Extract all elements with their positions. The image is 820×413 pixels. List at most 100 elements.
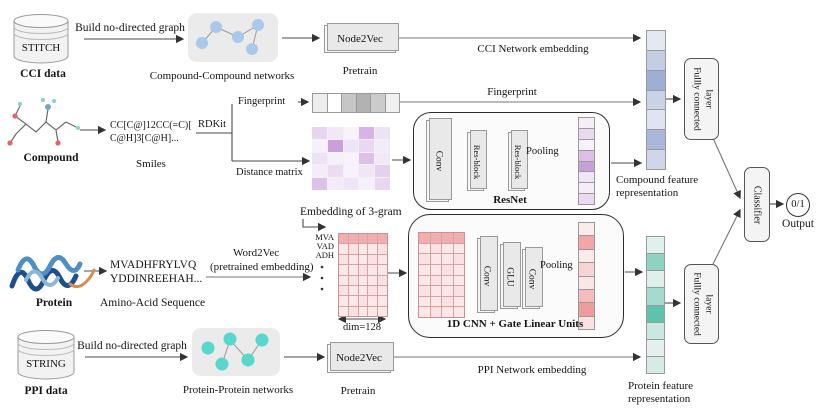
vector-cell [647, 288, 664, 305]
vector-cell [579, 150, 594, 161]
matrix-cell [358, 265, 368, 275]
matrix-cell [419, 286, 430, 296]
vector-cell [579, 236, 594, 249]
matrix-cell [378, 306, 387, 316]
matrix-cell [358, 234, 368, 244]
fully-connected-layer-bottom: Fullly connected layer [684, 264, 719, 344]
matrix-cell [453, 264, 464, 275]
gram3-label: ADH [315, 250, 334, 260]
build-graph-label-ppi: Build no-directed graph [77, 340, 187, 352]
matrix-cell [343, 139, 359, 152]
vector-cell [647, 322, 664, 339]
res-block2-box: Res-block [508, 130, 528, 191]
matrix-cell [343, 165, 359, 178]
vector-cell [371, 94, 385, 112]
matrix-cell [453, 243, 464, 254]
matrix-cell [419, 307, 430, 317]
matrix-cell [368, 234, 378, 244]
matrix-cell [368, 254, 378, 265]
matrix-cell [453, 275, 464, 286]
matrix-cell [343, 127, 359, 139]
res-block1-label: Res-block [471, 144, 482, 179]
matrix-cell [312, 152, 327, 165]
string-db-label: STRING [26, 358, 66, 370]
output-result-circle: 0/1 [786, 193, 810, 217]
matrix-cell [348, 296, 358, 306]
matrix-cell [327, 165, 343, 178]
compound-feature-label1: Compound feature [616, 174, 699, 186]
vector-cell [647, 31, 665, 50]
distance-matrix-branch-label: Distance matrix [236, 167, 303, 178]
word2vec-sublabel: (pretrained embedding) [210, 261, 314, 273]
gram2-label: VAD [316, 241, 334, 251]
matrix-cell [442, 243, 453, 254]
res-block2-label: Res-block [512, 144, 523, 179]
matrix-cell [378, 234, 387, 244]
vector-cell [647, 130, 665, 150]
matrix-cell [442, 307, 453, 317]
matrix-cell [327, 152, 343, 165]
compound-feature-label2: representation [616, 187, 679, 199]
protein-structure-icon [6, 240, 98, 301]
matrix-cell [339, 234, 348, 244]
matrix-cell [358, 306, 368, 316]
compound-label: Compound [23, 152, 79, 164]
matrix-cell [378, 275, 387, 285]
node2vec-box-cci: Node2Vec [324, 23, 399, 53]
matrix-cell [348, 234, 358, 244]
matrix-cell [378, 296, 387, 306]
vector-cell [579, 276, 594, 289]
matrix-cell [430, 275, 441, 286]
cci-embedding-label: CCI Network embedding [477, 43, 589, 55]
matrix-cell [442, 254, 453, 264]
matrix-cell [378, 244, 387, 254]
matrix-cell [343, 152, 359, 165]
vector-cell [647, 110, 665, 130]
fc-bottom-label-line2: layer [702, 294, 713, 314]
vector-cell [579, 118, 594, 128]
matrix-cell [327, 139, 343, 152]
vector-cell [647, 90, 665, 110]
matrix-cell [442, 286, 453, 296]
matrix-cell [430, 286, 441, 296]
resnet-output-vector [578, 117, 595, 205]
protein-label: Protein [35, 297, 73, 309]
matrix-cell [442, 296, 453, 307]
matrix-cell [368, 285, 378, 296]
matrix-cell [453, 254, 464, 264]
glu-box: GLU [500, 242, 521, 309]
distance-matrix [312, 127, 390, 190]
resnet-title: ResNet [493, 194, 527, 206]
matrix-cell [339, 306, 348, 316]
glu-label: GLU [504, 266, 515, 287]
matrix-cell [368, 296, 378, 306]
matrix-cell [442, 233, 453, 243]
vector-cell [647, 356, 664, 373]
build-graph-label-cci: Build no-directed graph [75, 22, 185, 34]
matrix-cell [312, 127, 327, 139]
matrix-cell [312, 178, 327, 190]
matrix-cell [358, 296, 368, 306]
matrix-cell [312, 139, 327, 152]
matrix-cell [368, 244, 378, 254]
vector-cell [647, 50, 665, 70]
matrix-cell [419, 296, 430, 307]
compound-molecule-icon [6, 96, 88, 155]
fingerprint-long-label: Fingerprint [487, 86, 537, 98]
matrix-cell [442, 275, 453, 286]
output-label: Output [782, 218, 814, 230]
vector-cell [342, 94, 356, 112]
resnet-pooling-label: Pooling [526, 146, 559, 157]
cnn-conv2-box: Conv [522, 247, 543, 309]
vector-cell [356, 94, 370, 112]
matrix-cell [343, 178, 359, 190]
vector-cell [579, 139, 594, 150]
matrix-cell [348, 244, 358, 254]
matrix-cell [339, 265, 348, 275]
database-icon [17, 330, 75, 380]
classifier-label: Classifier [751, 185, 763, 224]
matrix-cell [368, 275, 378, 285]
matrix-cell [339, 244, 348, 254]
matrix-cell [358, 275, 368, 285]
matrix-cell [453, 307, 464, 317]
